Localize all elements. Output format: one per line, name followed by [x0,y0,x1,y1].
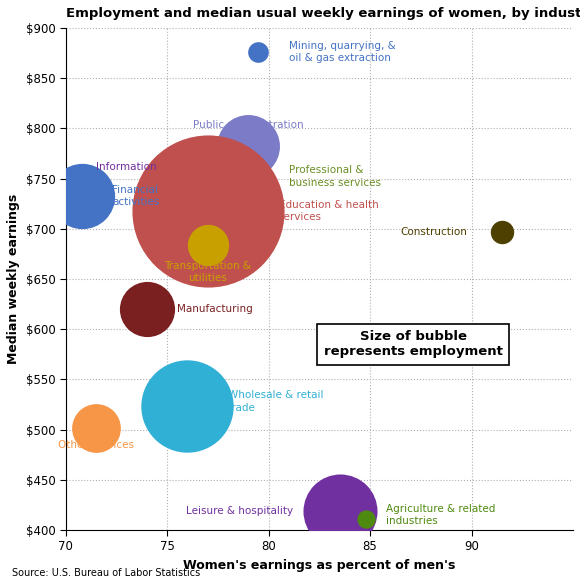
Text: Manufacturing: Manufacturing [177,304,253,314]
Text: Public administration: Public administration [193,120,304,130]
Text: Other services: Other services [58,439,134,450]
Text: Wholesale & retail
trade: Wholesale & retail trade [228,390,324,413]
Point [203,206,212,215]
Text: Transportation &
utilities: Transportation & utilities [164,261,251,283]
Y-axis label: Median weekly earnings: Median weekly earnings [7,194,20,364]
Text: Employment and median usual weekly earnings of women, by industry, 2009: Employment and median usual weekly earni… [66,7,580,20]
Point [254,47,263,57]
Point [173,167,182,176]
X-axis label: Women's earnings as percent of men's: Women's earnings as percent of men's [183,559,455,572]
Text: Education & health
services: Education & health services [279,200,379,222]
Point [183,401,192,410]
Point [142,305,151,314]
Point [361,514,371,523]
Text: Source: U.S. Bureau of Labor Statistics: Source: U.S. Bureau of Labor Statistics [12,568,200,578]
Point [244,141,253,150]
Point [92,423,101,433]
Text: Mining, quarrying, &
oil & gas extraction: Mining, quarrying, & oil & gas extractio… [289,41,396,63]
Text: Professional &
business services: Professional & business services [289,166,381,188]
Text: Leisure & hospitality: Leisure & hospitality [186,506,293,516]
Text: Information: Information [96,162,157,171]
Point [77,191,86,200]
Point [203,240,212,250]
Point [213,176,223,185]
Point [498,227,507,236]
Text: Agriculture & related
industries: Agriculture & related industries [386,504,496,526]
Text: Size of bubble
represents employment: Size of bubble represents employment [324,331,503,358]
Text: Construction: Construction [401,227,467,237]
Point [335,507,345,516]
Text: Financial
activities: Financial activities [113,185,160,207]
